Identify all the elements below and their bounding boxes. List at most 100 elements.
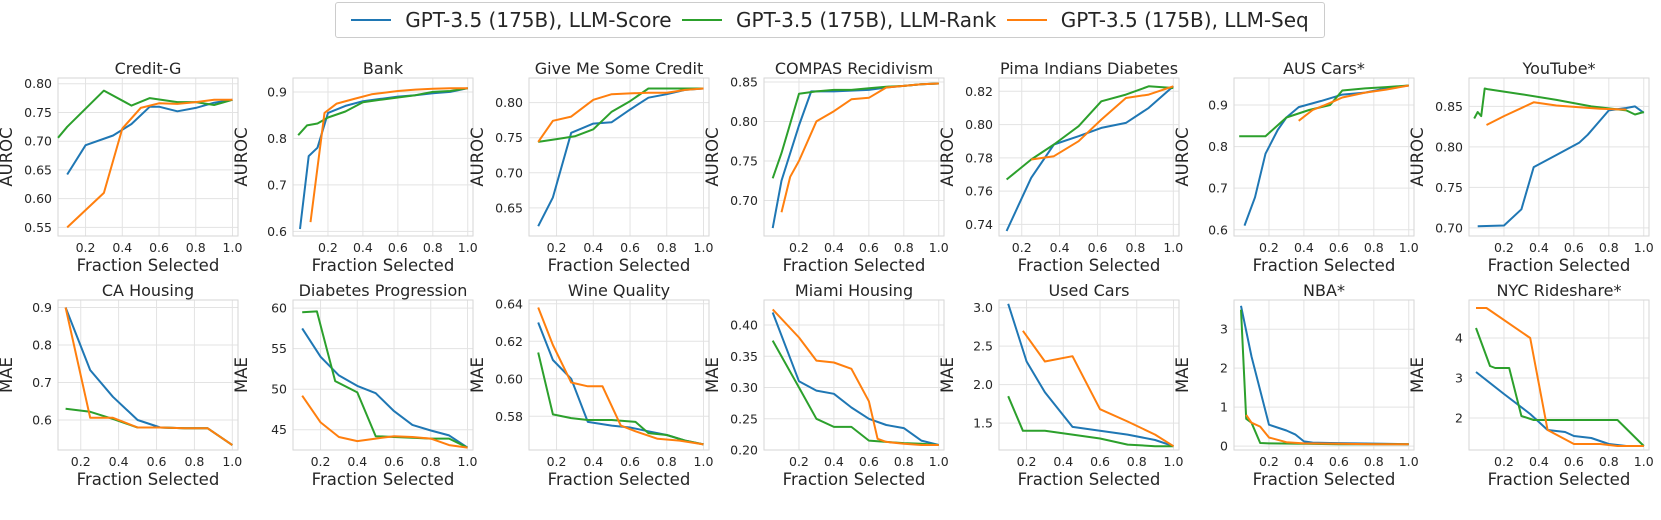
x-tick-label: 0.8: [184, 454, 204, 469]
x-tick-label: 0.2: [1012, 240, 1032, 255]
y-tick-label: 50: [271, 382, 287, 397]
x-tick-label: 0.8: [1125, 240, 1145, 255]
x-tick-label: 0.6: [388, 240, 408, 255]
plot-frame: [763, 299, 945, 451]
chart-title: AUS Cars*: [1283, 59, 1365, 78]
series-line-gpt-3-5-175b-llm-seq: [537, 307, 704, 446]
y-axis-label: AUROC: [1173, 127, 1192, 186]
x-tick-label: 0.8: [657, 240, 677, 255]
chart-title: COMPAS Recidivism: [775, 59, 933, 78]
y-tick-label: 2: [1220, 361, 1228, 376]
series-line-gpt-3-5-175b-llm-rank: [1473, 87, 1645, 119]
y-tick-label: 0.78: [965, 150, 993, 165]
panel-wine-quality: 0.2 0.4 0.6 0.8 1.0 0.58 0.60 0.62 0.64 Wine Qual…: [468, 281, 713, 489]
y-tick-label: 0.9: [267, 84, 287, 99]
y-tick-label: 0.60: [24, 191, 52, 206]
y-tick-label: 0.9: [32, 300, 52, 315]
y-tick-label: 0.70: [24, 134, 52, 149]
y-tick-label: 0.80: [24, 76, 52, 91]
x-tick-label: 0.6: [1088, 240, 1108, 255]
y-tick-label: 0.58: [495, 409, 523, 424]
y-tick-label: 0: [1220, 439, 1228, 454]
series-line-gpt-3-5-175b-llm-rank: [57, 89, 233, 139]
plot-frame: [1468, 299, 1650, 451]
x-tick-label: 1.0: [458, 240, 478, 255]
y-tick-label: 0.62: [495, 334, 523, 349]
panel-credit-g: 0.2 0.4 0.6 0.8 1.0 0.55 0.60 0.65 0.70 0.75 0.80 C…: [0, 59, 242, 275]
y-tick-label: 0.80: [730, 114, 758, 129]
x-tick-label: 0.4: [583, 454, 603, 469]
plot-frame: [1468, 77, 1650, 237]
y-axis-label: MAE: [0, 357, 16, 393]
x-tick-label: 1.0: [1399, 240, 1419, 255]
series-line-gpt-3-5-175b-llm-seq: [1476, 307, 1644, 447]
x-tick-label: 1.0: [458, 454, 478, 469]
x-tick-label: 0.4: [353, 240, 373, 255]
x-tick-label: 0.4: [109, 454, 129, 469]
series-line-gpt-3-5-175b-llm-score: [66, 98, 233, 176]
y-axis-label: MAE: [468, 357, 487, 393]
y-tick-label: 4: [1455, 331, 1463, 346]
series-line-gpt-3-5-175b-llm-score: [301, 327, 469, 449]
y-tick-label: 55: [271, 341, 287, 356]
legend-line-llm-rank: [682, 19, 723, 21]
chart-title: CA Housing: [102, 281, 194, 300]
y-tick-label: 0.70: [495, 165, 523, 180]
plot-frame: [292, 77, 474, 237]
y-tick-label: 0.80: [1435, 139, 1463, 154]
y-tick-label: 0.65: [24, 162, 52, 177]
series-line-gpt-3-5-175b-llm-seq: [1486, 101, 1627, 126]
x-tick-label: 0.6: [1329, 240, 1349, 255]
series-line-gpt-3-5-175b-llm-score: [771, 82, 939, 229]
y-axis-label: MAE: [703, 357, 722, 393]
series-line-gpt-3-5-175b-llm-score: [1475, 371, 1644, 447]
x-tick-label: 1.0: [694, 240, 714, 255]
y-tick-label: 3.0: [973, 300, 993, 315]
y-tick-label: 60: [271, 301, 287, 316]
series-line-gpt-3-5-175b-llm-score: [64, 307, 233, 446]
x-tick-label: 0.8: [186, 240, 206, 255]
legend-label-llm-rank: GPT-3.5 (175B), LLM-Rank: [736, 8, 997, 32]
series-line-gpt-3-5-175b-llm-rank: [1005, 85, 1174, 181]
panel-used-cars: 0.2 0.4 0.6 0.8 1.0 1.5 2.0 2.5 3.0 Used Cars Frac…: [938, 281, 1183, 489]
x-tick-label: 0.4: [1529, 240, 1549, 255]
y-tick-label: 45: [271, 422, 287, 437]
x-axis-label: Fraction Selected: [548, 470, 691, 489]
panel-bank: 0.2 0.4 0.6 0.8 1.0 0.6 0.7 0.8 0.9 Bank Fraction …: [232, 59, 478, 275]
x-axis-label: Fraction Selected: [312, 470, 455, 489]
y-tick-label: 0.30: [730, 380, 758, 395]
x-tick-label: 0.2: [1494, 240, 1514, 255]
y-tick-label: 2: [1455, 411, 1463, 426]
y-tick-label: 0.6: [267, 224, 287, 239]
x-axis-label: Fraction Selected: [1018, 470, 1161, 489]
y-tick-label: 0.75: [495, 130, 523, 145]
y-tick-label: 0.80: [965, 117, 993, 132]
x-tick-label: 0.4: [824, 454, 844, 469]
x-tick-label: 0.6: [149, 240, 169, 255]
plot-frame: [57, 77, 239, 237]
chart-title: Diabetes Progression: [299, 281, 468, 300]
x-tick-label: 0.6: [384, 454, 404, 469]
x-tick-label: 0.2: [76, 240, 96, 255]
y-tick-label: 0.75: [24, 105, 52, 120]
panel-miami-housing: 0.2 0.4 0.6 0.8 1.0 0.20 0.25 0.30 0.35 0.40 Miami…: [703, 281, 949, 489]
chart-title: Miami Housing: [795, 281, 913, 300]
legend-label-llm-seq: GPT-3.5 (175B), LLM-Seq: [1060, 8, 1309, 32]
series-line-gpt-3-5-175b-llm-score: [1240, 305, 1409, 446]
y-tick-label: 0.7: [1208, 181, 1228, 196]
chart-title: NBA*: [1303, 281, 1345, 300]
panel-nba: 0.2 0.4 0.6 0.8 1.0 0 1 2 3 NBA* Fraction Selected…: [1173, 281, 1419, 489]
x-tick-label: 0.4: [1294, 454, 1314, 469]
panel-compas-recidivism: 0.2 0.4 0.6 0.8 1.0 0.70 0.75 0.80 0.85 COMPAS Re…: [703, 59, 949, 275]
x-axis-label: Fraction Selected: [312, 256, 455, 275]
legend-item-llm-seq: GPT-3.5 (175B), LLM-Seq: [1006, 8, 1309, 32]
y-tick-label: 0.8: [1208, 139, 1228, 154]
chart-title: NYC Rideshare*: [1496, 281, 1621, 300]
x-tick-label: 0.6: [620, 454, 640, 469]
y-tick-label: 0.8: [32, 338, 52, 353]
y-tick-label: 0.20: [730, 443, 758, 458]
plot-frame: [763, 77, 945, 237]
series-line-gpt-3-5-175b-llm-rank: [1475, 327, 1645, 447]
plot-frame: [998, 299, 1180, 451]
x-tick-label: 1.0: [1164, 454, 1184, 469]
